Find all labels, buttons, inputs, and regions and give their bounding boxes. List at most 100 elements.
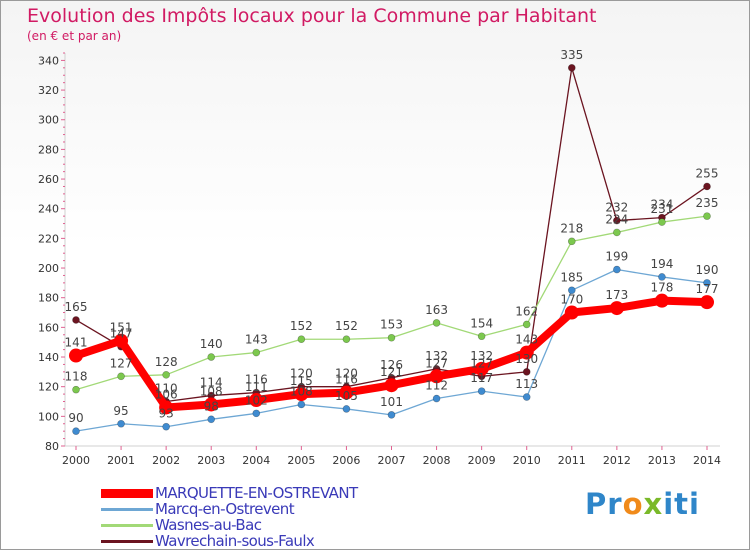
data-point-wasnes-au-bac [117, 372, 125, 381]
data-label-marcq-en-ostrevent: 199 [605, 250, 628, 264]
data-point-wasnes-au-bac [207, 353, 216, 361]
data-label-wasnes-au-bac: 127 [110, 356, 133, 370]
y-tick-label: 300 [38, 114, 59, 127]
chart-subtitle: (en € et par an) [27, 29, 122, 43]
x-tick-label: 2014 [693, 454, 721, 467]
data-label-wasnes-au-bac: 143 [245, 333, 268, 347]
x-tick-label: 2010 [513, 454, 541, 467]
x-tick-label: 2005 [287, 454, 315, 467]
data-point-marquette-en-ostrevant [654, 293, 669, 308]
data-label-wavrechain-sous-faulx: 126 [380, 358, 403, 372]
data-point-wasnes-au-bac [72, 385, 80, 394]
data-point-wasnes-au-bac [477, 332, 486, 341]
data-point-wavrechain-sous-faulx [567, 64, 576, 72]
data-point-wasnes-au-bac [297, 335, 306, 344]
data-point-marcq-en-ostrevent [342, 405, 351, 413]
chart-title: Evolution des Impôts locaux pour la Comm… [27, 5, 597, 27]
x-tick-label: 2001 [107, 454, 135, 467]
y-tick-label: 340 [38, 54, 59, 67]
data-label-marcq-en-ostrevent: 117 [470, 371, 493, 385]
x-tick-label: 2003 [197, 454, 225, 467]
data-label-wasnes-au-bac: 224 [605, 212, 628, 226]
data-label-marcq-en-ostrevent: 113 [515, 377, 538, 391]
data-label-wavrechain-sous-faulx: 234 [650, 198, 673, 212]
data-label-marquette-en-ostrevant: 111 [245, 380, 268, 394]
data-label-marquette-en-ostrevant: 151 [110, 321, 133, 335]
data-label-marquette-en-ostrevant: 121 [380, 365, 403, 379]
data-label-wavrechain-sous-faulx: 165 [65, 300, 88, 314]
x-tick-label: 2009 [468, 454, 496, 467]
data-point-wasnes-au-bac [342, 335, 351, 344]
data-label-marquette-en-ostrevant: 127 [425, 356, 448, 370]
y-tick-label: 180 [38, 292, 59, 305]
data-label-marcq-en-ostrevent: 108 [290, 384, 313, 398]
data-label-marcq-en-ostrevent: 90 [68, 411, 83, 425]
proxiti-logo: Proxiti [585, 487, 700, 521]
data-label-marcq-en-ostrevent: 98 [204, 399, 219, 413]
data-label-wasnes-au-bac: 128 [155, 355, 178, 369]
data-label-wasnes-au-bac: 162 [515, 304, 538, 318]
data-label-wavrechain-sous-faulx: 120 [290, 367, 313, 381]
logo-part-2: o [622, 487, 644, 521]
data-point-marcq-en-ostrevent [162, 422, 170, 431]
data-label-wasnes-au-bac: 235 [696, 196, 719, 210]
legend-swatch-marcq [101, 508, 153, 511]
data-point-marcq-en-ostrevent [703, 279, 711, 287]
data-label-marcq-en-ostrevent: 194 [650, 257, 673, 271]
data-point-marcq-en-ostrevent [522, 393, 531, 401]
data-point-marquette-en-ostrevant [159, 400, 174, 415]
data-label-marcq-en-ostrevent: 112 [425, 379, 448, 393]
x-tick-label: 2011 [558, 454, 586, 467]
data-point-marquette-en-ostrevant [249, 393, 264, 408]
y-tick-label: 320 [38, 84, 59, 97]
data-point-marquette-en-ostrevant [339, 385, 354, 400]
data-point-wasnes-au-bac [522, 320, 531, 329]
data-point-marcq-en-ostrevent [297, 400, 306, 409]
data-label-wasnes-au-bac: 152 [335, 319, 358, 333]
data-point-wavrechain-sous-faulx [72, 316, 80, 324]
data-label-wavrechain-sous-faulx: 110 [155, 382, 178, 396]
data-label-marquette-en-ostrevant: 132 [470, 349, 493, 363]
y-tick-label: 280 [38, 143, 59, 156]
data-label-wavrechain-sous-faulx: 335 [560, 48, 583, 62]
data-point-wasnes-au-bac [252, 348, 261, 357]
legend-label-wasnes: Wasnes-au-Bac [155, 516, 262, 534]
data-point-wavrechain-sous-faulx [613, 216, 621, 225]
x-tick-label: 2002 [152, 454, 180, 467]
data-point-marquette-en-ostrevant [564, 305, 579, 320]
y-tick-label: 260 [38, 173, 59, 186]
data-point-marquette-en-ostrevant [69, 348, 83, 363]
data-point-marcq-en-ostrevent [387, 411, 396, 419]
x-tick-label: 2013 [648, 454, 676, 467]
series-line-wavrechain-sous-faulx [75, 67, 708, 403]
legend-label-marcq: Marcq-en-Ostrevent [155, 500, 295, 518]
x-tick-label: 2012 [603, 454, 631, 467]
data-point-wasnes-au-bac [703, 212, 711, 220]
x-tick-label: 2006 [332, 454, 360, 467]
legend-item-wavrechain: Wavrechain-sous-Faulx [101, 533, 431, 549]
y-tick-label: 140 [38, 351, 59, 364]
data-point-wasnes-au-bac [613, 228, 621, 237]
y-tick-label: 80 [45, 440, 59, 453]
data-point-wasnes-au-bac [387, 333, 396, 342]
x-tick-label: 2007 [378, 454, 406, 467]
data-label-marquette-en-ostrevant: 115 [290, 374, 313, 388]
data-point-marcq-en-ostrevent [613, 265, 621, 274]
legend-swatch-wasnes [101, 524, 153, 527]
data-point-marcq-en-ostrevent [477, 387, 486, 395]
legend-item-marcq: Marcq-en-Ostrevent [101, 501, 431, 517]
data-point-marcq-en-ostrevent [432, 394, 441, 403]
data-label-marquette-en-ostrevant: 170 [560, 293, 583, 307]
data-label-marcq-en-ostrevent: 101 [380, 395, 403, 409]
data-point-marquette-en-ostrevant [519, 345, 534, 360]
logo-part-4: iti [663, 487, 700, 521]
data-point-marcq-en-ostrevent [252, 409, 261, 418]
data-label-marquette-en-ostrevant: 116 [335, 373, 358, 387]
data-label-wavrechain-sous-faulx: 120 [335, 367, 358, 381]
y-tick-label: 240 [38, 203, 59, 216]
legend-item-marquette: MARQUETTE-EN-OSTREVANT [101, 485, 431, 501]
data-label-marquette-en-ostrevant: 177 [696, 282, 719, 296]
data-point-marquette-en-ostrevant [429, 369, 444, 384]
logo-part-3: x [643, 487, 664, 521]
